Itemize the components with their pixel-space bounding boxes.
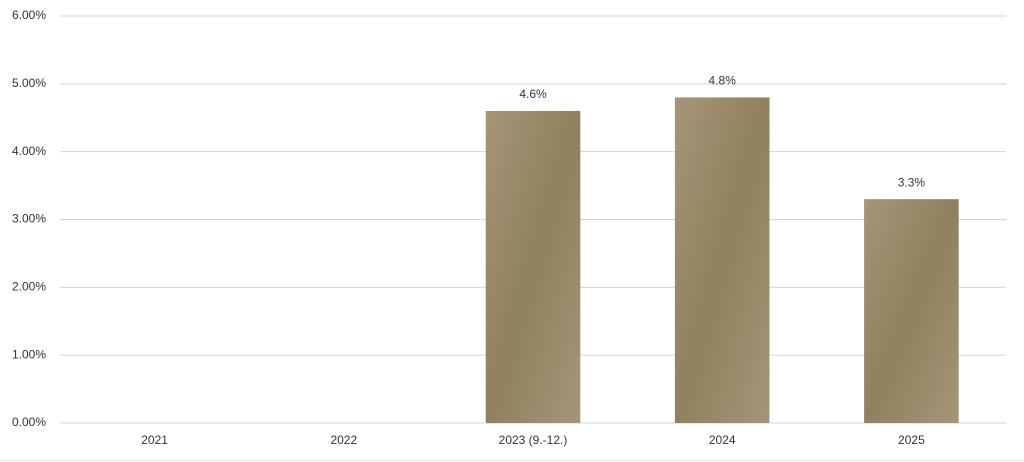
y-tick-label: 6.00% <box>12 8 46 22</box>
x-tick-label: 2023 (9.-12.) <box>499 433 568 447</box>
bar <box>674 97 770 424</box>
y-tick-label: 2.00% <box>12 280 46 294</box>
bar <box>485 110 581 423</box>
y-tick-label: 0.00% <box>12 415 46 429</box>
bar <box>864 199 959 423</box>
x-tick-label: 2025 <box>898 433 925 447</box>
data-label: 4.6% <box>519 87 547 101</box>
x-tick-label: 2021 <box>141 433 168 447</box>
y-tick-label: 5.00% <box>12 76 46 90</box>
x-tick-label: 2024 <box>709 433 736 447</box>
y-tick-label: 4.00% <box>12 144 46 158</box>
y-tick-label: 1.00% <box>12 347 46 361</box>
data-label: 4.8% <box>709 74 737 88</box>
data-label: 3.3% <box>898 175 926 189</box>
x-tick-label: 2022 <box>330 433 357 447</box>
y-tick-label: 3.00% <box>12 212 46 226</box>
